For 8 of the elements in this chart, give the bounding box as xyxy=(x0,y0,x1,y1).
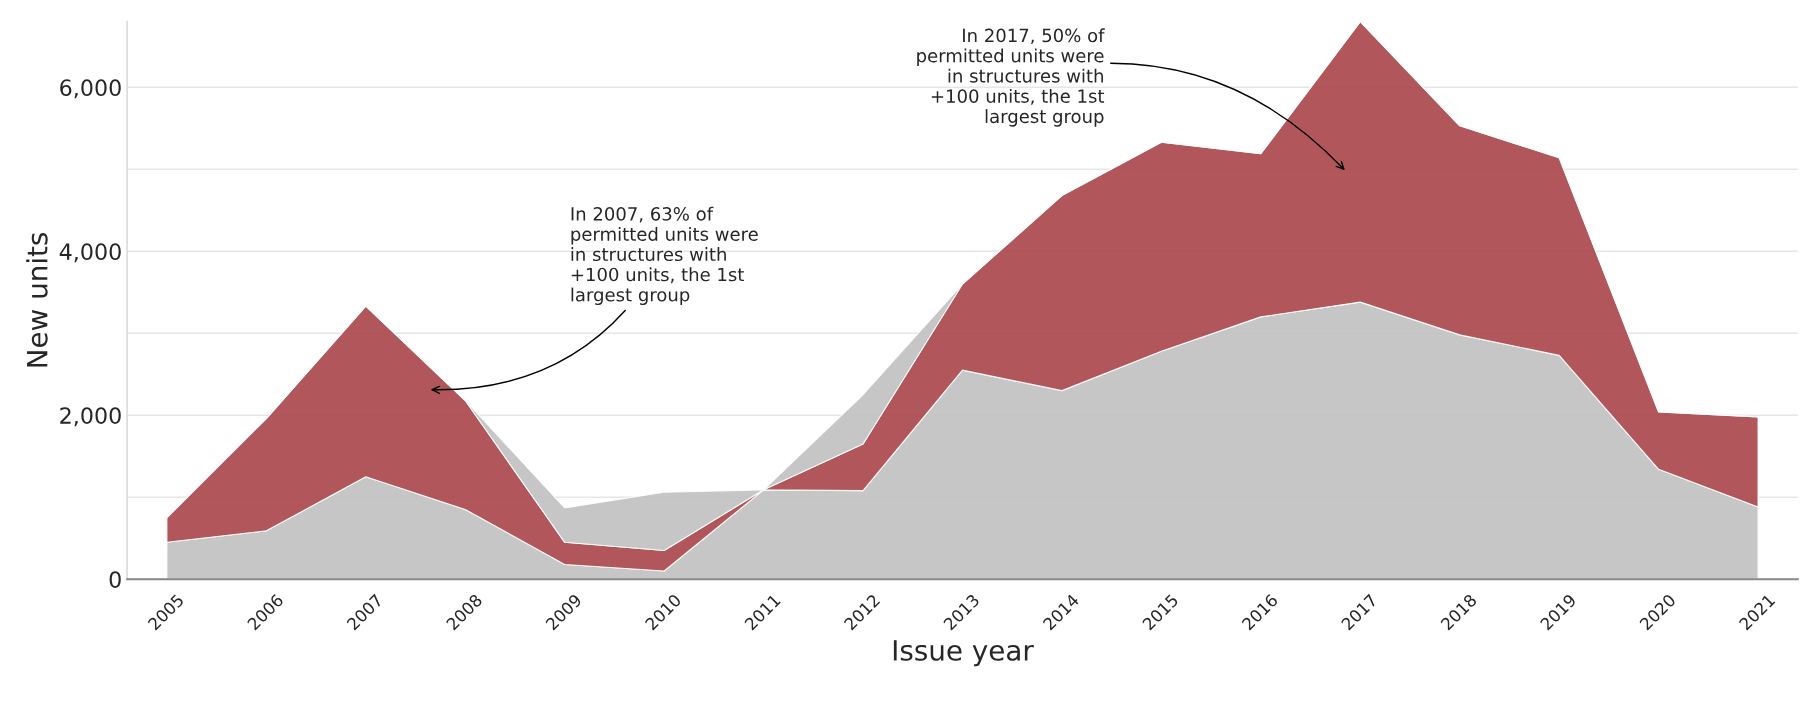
annotation: In 2017, 50% of permitted units were in structures with +100 units, the 1st largest group xyxy=(917,28,1105,127)
x-axis-title: Issue year xyxy=(893,640,1034,667)
y-tick-label: 2,000 xyxy=(60,407,121,427)
y-tick-label: 4,000 xyxy=(59,243,121,263)
annotation: In 2007, 63% of permitted units were in structures with +100 units, the 1st largest group xyxy=(571,206,758,306)
y-axis-title: New units xyxy=(26,232,48,367)
y-tick-label: 6,000 xyxy=(60,79,121,99)
y-tick-label: 0 xyxy=(109,571,121,588)
